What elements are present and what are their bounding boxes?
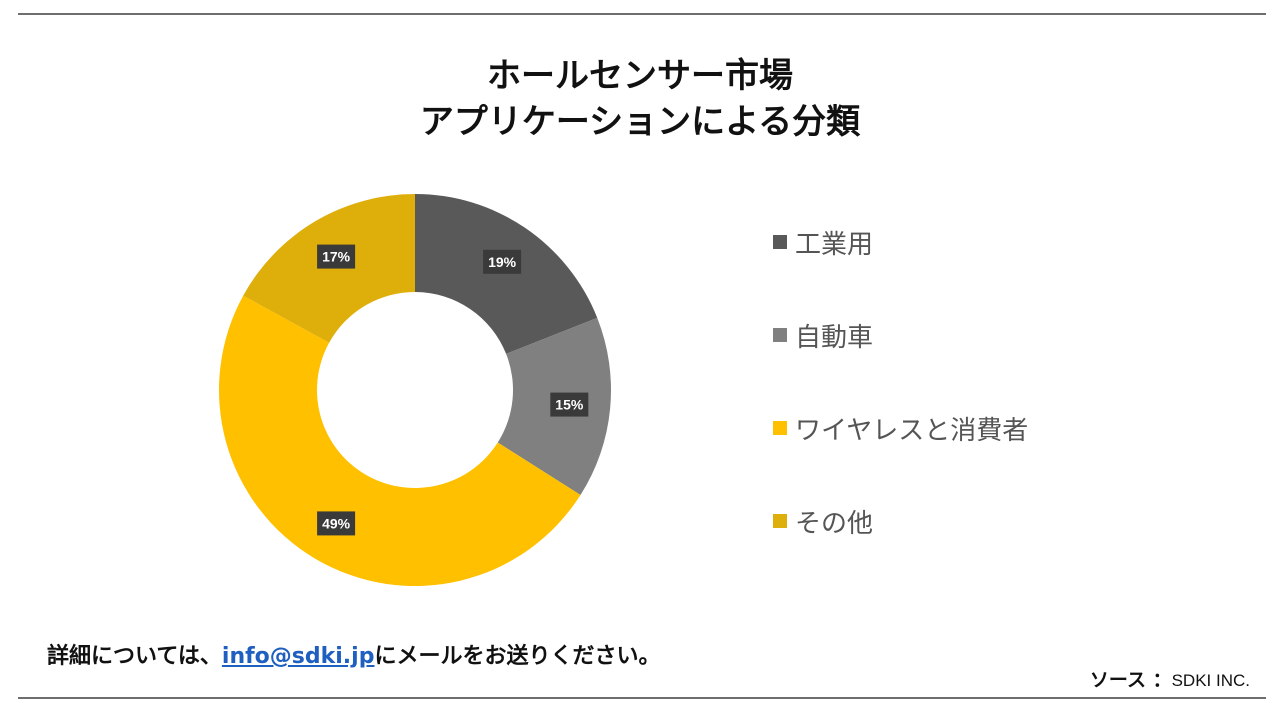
data-label-box [483,249,522,274]
legend-item-2: 自動車 [773,315,873,355]
source-key: ソース ： [1089,669,1172,691]
donut-chart: 19% 15% 49% 17% [218,194,611,587]
legend-label: ワイヤレスと消費者 [795,415,1029,446]
data-label-1: 19% [483,249,522,274]
legend-swatch [773,421,787,435]
data-label-text: 19% [488,254,517,270]
legend-item-4: その他 [773,501,873,541]
data-label-text: 49% [322,515,351,531]
legend-item-3: ワイヤレスと消費者 [773,408,1028,448]
legend-label: その他 [795,508,874,539]
data-label-box [317,511,356,536]
contact-prefix: 詳細については、 [47,644,222,669]
bottom-rule [18,697,1266,699]
legend-label: 自動車 [795,322,874,353]
email-link[interactable]: info@sdki.jp [221,644,375,669]
source-note: ソース ：SDKI INC. [1090,665,1250,692]
donut-slice-3 [218,295,581,587]
top-rule [18,13,1266,15]
data-label-4: 17% [317,244,356,269]
donut-slice-1 [415,194,598,354]
chart-title: ホールセンサー市場 [487,56,793,96]
source-value: SDKI INC. [1171,671,1250,690]
data-label-3: 49% [317,511,356,536]
data-label-2: 15% [550,392,589,417]
data-label-box [550,392,589,417]
legend-swatch [773,328,787,342]
data-label-box [317,244,356,269]
legend-label: 工業用 [795,229,874,260]
legend-item-1: 工業用 [773,222,873,262]
data-label-text: 17% [322,249,351,265]
legend-swatch [773,514,787,528]
chart-subtitle: アプリケーションによる分類 [419,102,861,142]
legend-swatch [773,235,787,249]
contact-note: 詳細については、info@sdki.jpにメールをお送りください。 [47,638,660,670]
contact-suffix: にメールをお送りください。 [374,644,661,669]
data-label-text: 15% [555,397,584,413]
